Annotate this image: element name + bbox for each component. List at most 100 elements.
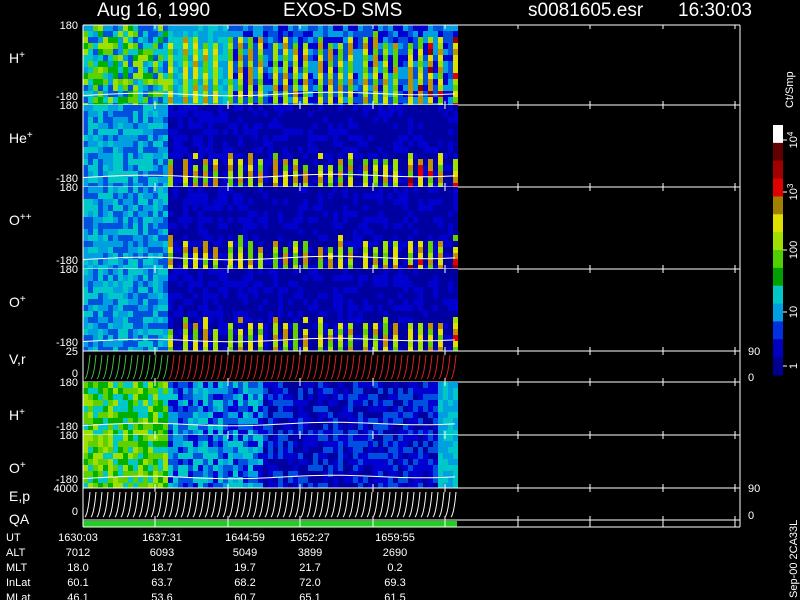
spectrogram-cell (268, 147, 273, 153)
spectrogram-cell (218, 61, 223, 67)
spectrogram-cell (323, 247, 328, 253)
spectrogram-cell (133, 329, 138, 335)
spectrogram-cell (443, 317, 448, 323)
spectrogram-cell (368, 223, 373, 229)
spectrogram-cell (358, 269, 363, 275)
sweep (330, 354, 337, 380)
spectrogram-cell (453, 79, 458, 85)
spectrogram-cell (418, 293, 423, 299)
spectrogram-cell (268, 171, 273, 177)
spectrogram-cell (283, 25, 288, 31)
spectrogram-cell (263, 183, 268, 187)
spectrogram-cell (198, 25, 203, 31)
sweep (348, 354, 355, 380)
spectrogram-cell (228, 199, 233, 205)
spectrogram-cell (188, 430, 193, 435)
spectrogram-cell (263, 317, 268, 323)
spectrogram-cell (368, 311, 373, 317)
y-top-label: 180 (60, 100, 78, 112)
spectrogram-cell (158, 382, 163, 388)
spectrogram-cell (103, 247, 108, 253)
spectrogram-cell (283, 265, 288, 269)
spectrogram-cell (428, 79, 433, 85)
spectrogram-cell (353, 159, 358, 165)
spectrogram-cell (333, 49, 338, 55)
spectrogram-cell (318, 135, 323, 141)
spectrogram-cell (143, 37, 148, 43)
spectrogram-cell (103, 159, 108, 165)
spectrogram-cell (378, 247, 383, 253)
spectrogram-cell (223, 305, 228, 311)
spectrogram-cell (198, 103, 203, 105)
spectrogram-cell (278, 235, 283, 241)
spectrogram-cell (148, 400, 153, 406)
spectrogram-cell (153, 43, 158, 49)
spectrogram-cell (118, 311, 123, 317)
spectrogram-cell (183, 335, 188, 341)
spectrogram-cell (243, 199, 248, 205)
spectrogram-cell (83, 153, 88, 159)
spectrogram-cell (233, 205, 238, 211)
spectrogram-cell (193, 317, 198, 323)
spectrogram-cell (223, 269, 228, 275)
spectrogram-cell (318, 223, 323, 229)
spectrogram-cell (88, 165, 93, 171)
spectrogram-cell (293, 37, 298, 43)
spectrogram-cell (138, 103, 143, 105)
spectrogram-cell (163, 67, 168, 73)
spectrogram-cell (278, 49, 283, 55)
spectrogram-cell (143, 388, 148, 394)
spectrogram-cell (388, 129, 393, 135)
spectrogram-cell (393, 247, 398, 253)
spectrogram-cell (303, 323, 308, 329)
spectrogram-cell (83, 229, 88, 235)
spectrogram-cell (198, 412, 203, 418)
spectrogram-cell (103, 211, 108, 217)
spectrogram-cell (263, 79, 268, 85)
spectrogram-cell (238, 165, 243, 171)
spectrogram-cell (288, 430, 293, 435)
spectrogram-cell (323, 177, 328, 183)
spectrogram-cell (158, 61, 163, 67)
spectrogram-cell (323, 317, 328, 323)
spectrogram-cell (143, 247, 148, 253)
spectrogram-cell (368, 394, 373, 400)
spectrogram-cell (443, 281, 448, 287)
spectrogram-cell (233, 49, 238, 55)
spectrogram-cell (173, 424, 178, 430)
spectrogram-cell (268, 61, 273, 67)
spectrogram-cell (238, 177, 243, 183)
spectrogram-cell (353, 281, 358, 287)
spectrogram-cell (128, 388, 133, 394)
spectrogram-cell (88, 347, 93, 351)
spectrogram-cell (253, 123, 258, 129)
spectrogram-cell (83, 265, 88, 269)
spectrogram-cell (278, 275, 283, 281)
spectrogram-cell (333, 323, 338, 329)
spectrogram-cell (343, 105, 348, 111)
spectrogram-cell (93, 183, 98, 187)
spectrogram-cell (373, 269, 378, 275)
spectrogram-cell (453, 259, 458, 265)
spectrogram-cell (423, 111, 428, 117)
spectrogram-cell (348, 183, 353, 187)
spectrogram-cell (378, 103, 383, 105)
spectrogram-cell (208, 388, 213, 394)
spectrogram-cell (223, 187, 228, 193)
spectrogram-cell (198, 105, 203, 111)
spectrogram-cell (133, 394, 138, 400)
spectrogram-cell (373, 183, 378, 187)
spectrogram-cell (343, 193, 348, 199)
sweep (300, 354, 307, 380)
spectrogram-cell (233, 329, 238, 335)
spectrogram-cell (418, 287, 423, 293)
spectrogram-cell (353, 183, 358, 187)
spectrogram-cell (118, 329, 123, 335)
spectrogram-cell (143, 382, 148, 388)
spectrogram-cell (108, 347, 113, 351)
spectrogram-cell (228, 281, 233, 287)
spectrogram-cell (88, 85, 93, 91)
spectrogram-cell (178, 281, 183, 287)
spectrogram-cell (313, 153, 318, 159)
spectrogram-cell (263, 253, 268, 259)
